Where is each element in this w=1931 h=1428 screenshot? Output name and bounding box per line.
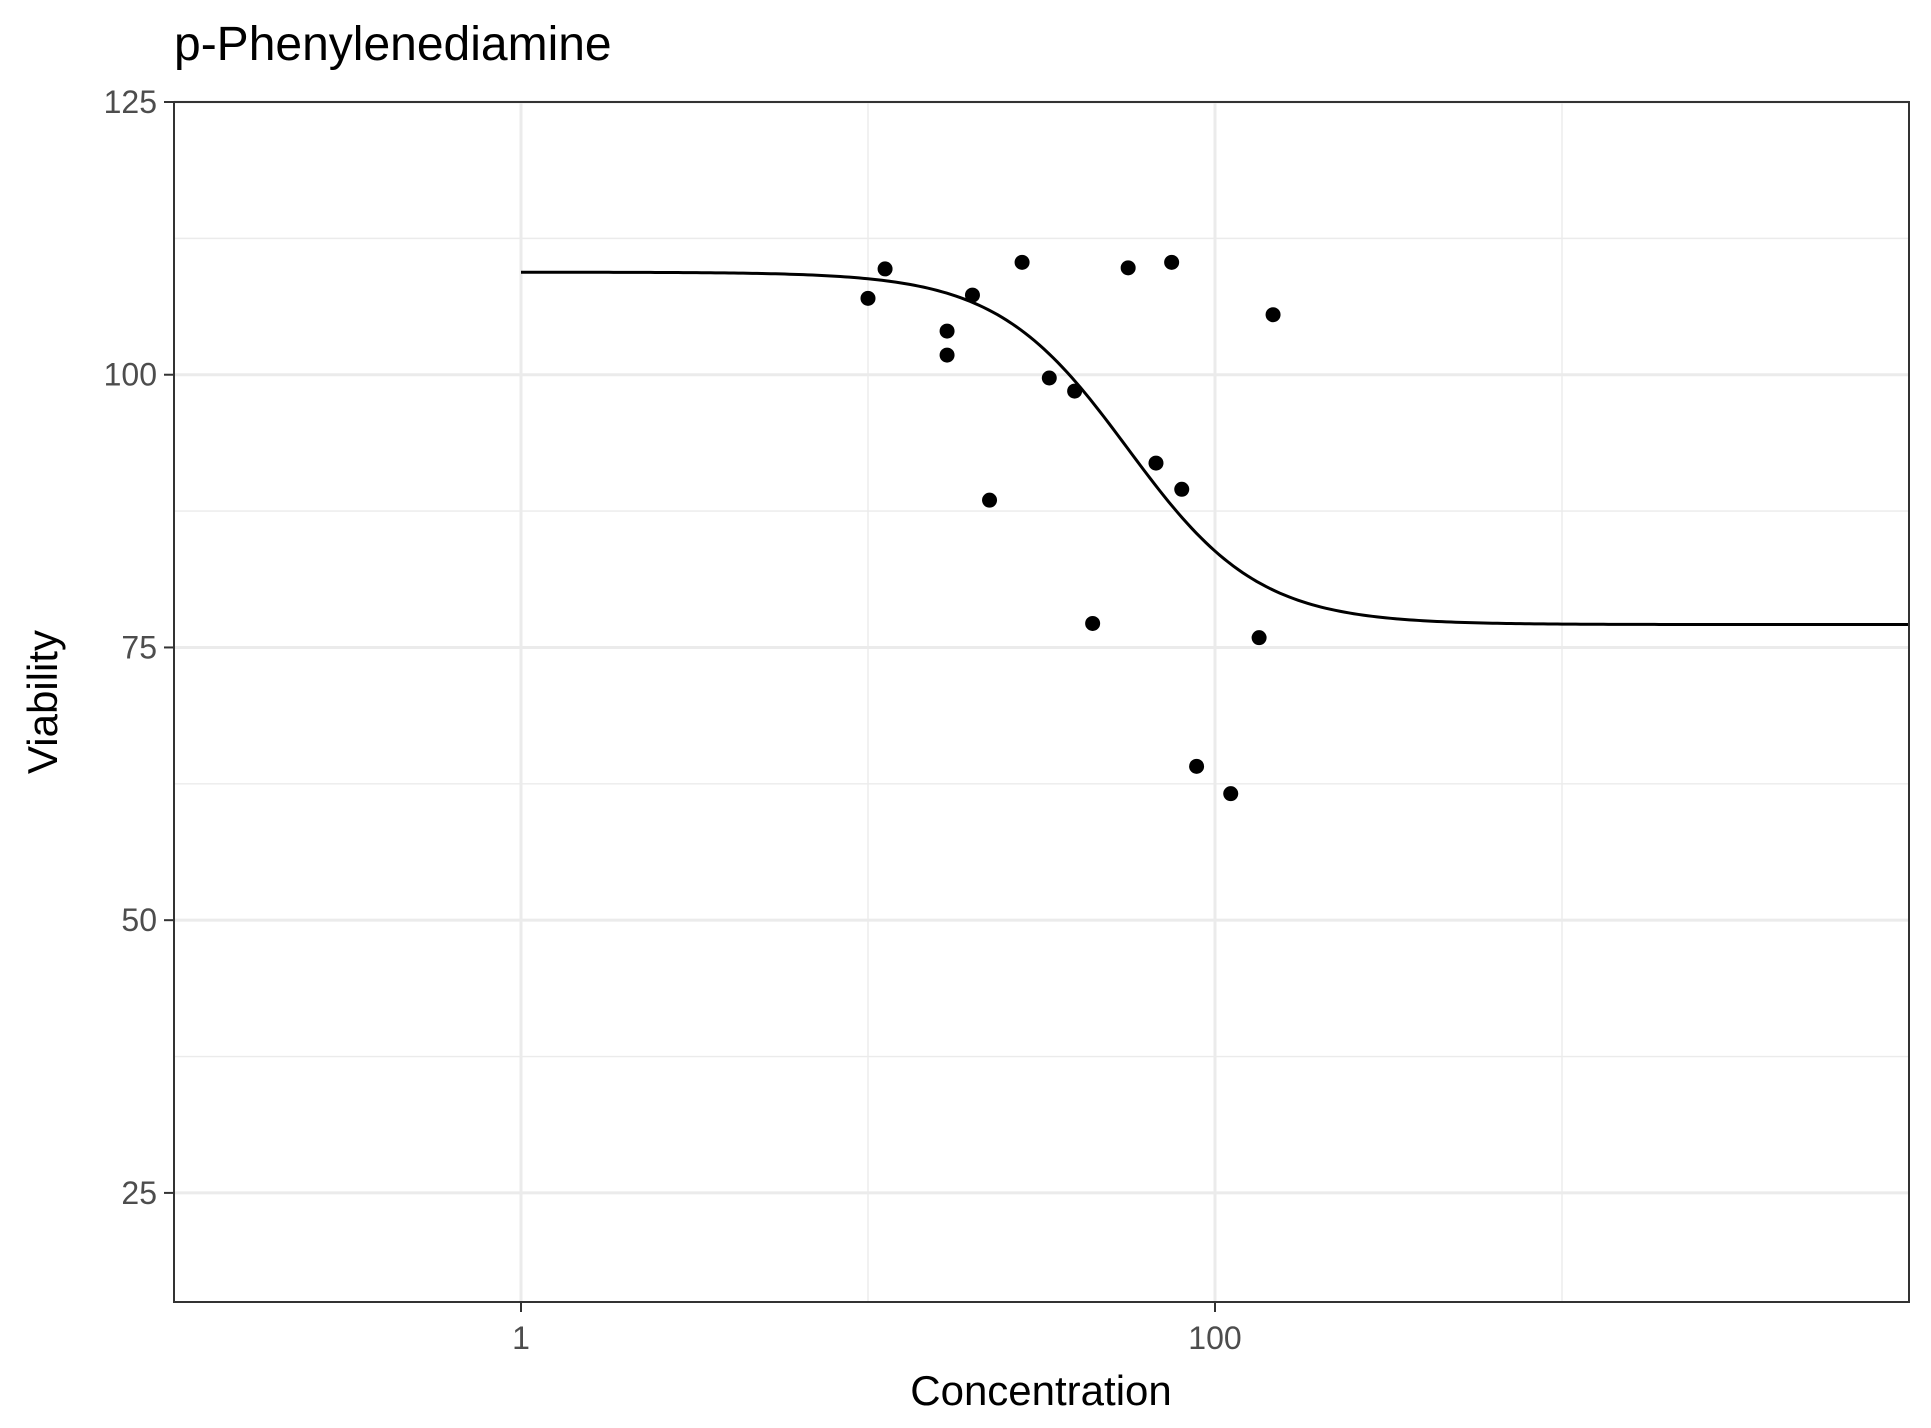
y-tick-label: 100 (104, 357, 157, 393)
x-axis-title: Concentration (910, 1367, 1172, 1414)
data-point (1014, 254, 1030, 270)
data-point (1067, 383, 1083, 399)
fitted-curve-line (521, 270, 1909, 627)
data-point (877, 261, 893, 277)
data-point (1265, 307, 1281, 323)
data-point (1251, 630, 1267, 646)
data-point (1120, 260, 1136, 276)
data-points-layer (860, 254, 1281, 802)
data-point (939, 323, 955, 339)
data-point (1085, 615, 1101, 631)
x-axis: 1 100 (512, 1302, 1242, 1356)
data-point (982, 492, 998, 508)
data-point (1041, 370, 1057, 386)
fitted-curve-layer (521, 270, 1909, 627)
data-point (1148, 455, 1164, 471)
y-tick-label: 25 (121, 1175, 157, 1211)
data-point (1164, 254, 1180, 270)
y-tick-label: 125 (104, 84, 157, 120)
x-tick-label: 100 (1188, 1320, 1241, 1356)
x-tick-label: 1 (512, 1320, 530, 1356)
chart-title: p-Phenylenediamine (174, 18, 612, 71)
data-point (964, 287, 980, 303)
panel-border (173, 101, 1910, 1303)
data-point (860, 290, 876, 306)
y-tick-label: 75 (121, 629, 157, 665)
data-point (1174, 481, 1190, 497)
y-axis-title: Viability (19, 630, 66, 774)
data-point (939, 347, 955, 363)
y-axis: 25 50 75 100 125 (104, 84, 174, 1211)
data-point (1223, 786, 1239, 802)
y-tick-label: 50 (121, 902, 157, 938)
data-point (1189, 758, 1205, 774)
